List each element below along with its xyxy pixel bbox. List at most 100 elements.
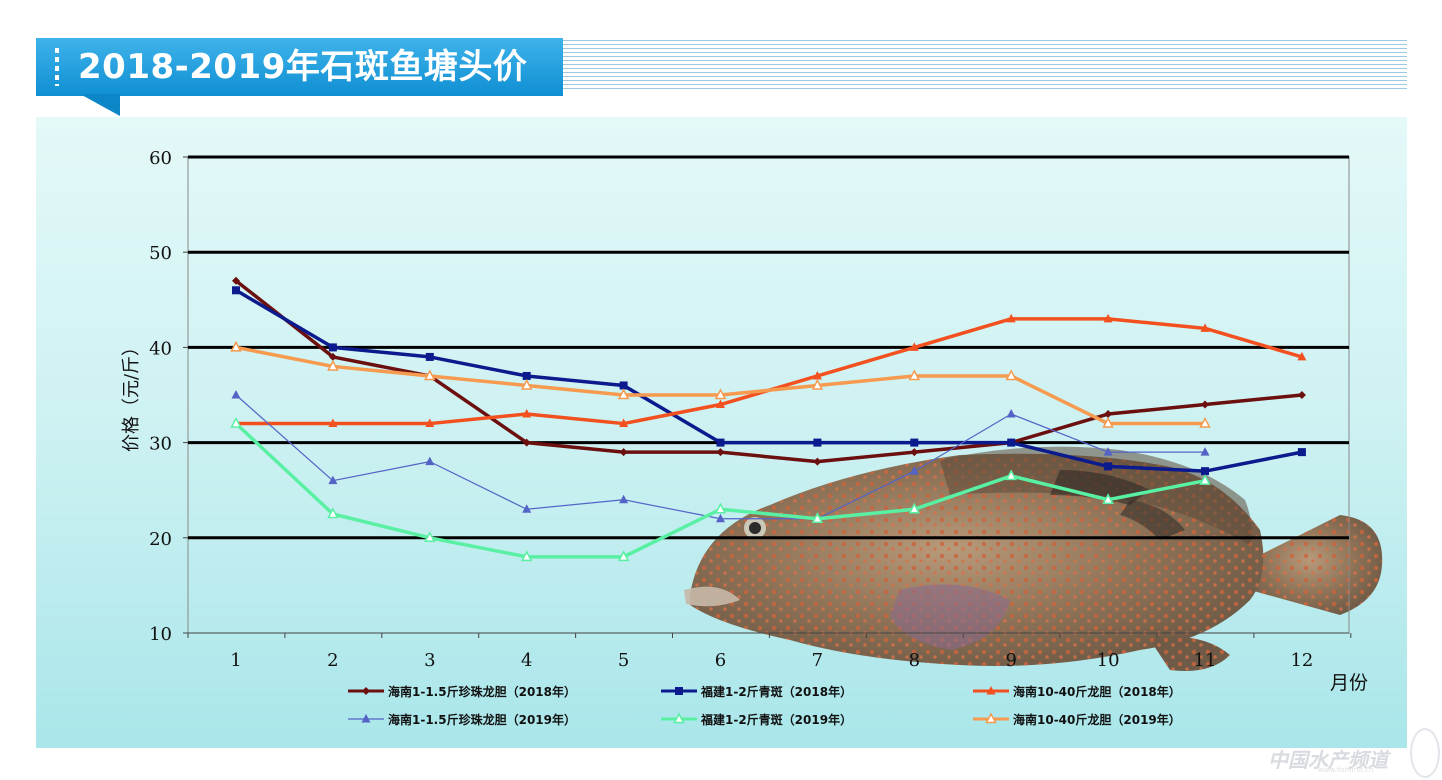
data-point [1201,467,1209,476]
data-point [1007,438,1016,447]
data-point [1102,416,1114,428]
title-banner-tail [80,94,120,116]
data-point [813,438,822,447]
data-point [714,502,727,514]
data-point [327,359,339,371]
x-tick-label: 11 [1194,650,1217,671]
data-point [230,416,242,428]
legend-item: 福建1-2斤青斑（2019年） [661,712,852,727]
y-tick-label: 50 [149,243,172,264]
y-axis-label: 价格（元/斤） [121,338,142,452]
data-point [522,504,532,513]
y-tick-label: 20 [149,529,172,550]
data-point [424,369,436,381]
data-point [328,343,337,352]
data-point [522,438,531,447]
series-line [235,345,1205,426]
x-tick-label: 12 [1290,650,1313,671]
data-point [909,342,919,351]
watermark-url: www.fishfirst.cn [1318,766,1374,774]
data-point [522,371,531,380]
data-point [910,448,919,457]
data-point [522,409,532,418]
data-point [425,352,434,361]
data-point [617,550,630,562]
legend-label: 福建1-2斤青斑（2019年） [700,712,852,727]
legend-item: 海南10-40斤龙胆（2018年） [973,684,1181,699]
data-point [909,466,919,475]
data-point [811,512,824,524]
y-tick-label: 60 [149,148,172,169]
data-point [811,378,824,390]
data-point [1102,493,1114,504]
x-tick-label: 6 [715,650,726,671]
header-stripes [555,40,1407,92]
legend-label: 海南10-40斤龙胆（2019年） [1013,712,1181,727]
title-banner [36,38,563,96]
data-point [1201,400,1209,409]
legend-label: 海南1-1.5斤珍珠龙胆（2018年） [388,684,576,699]
data-point [231,390,241,399]
data-point [716,399,725,409]
x-tick-label: 2 [327,650,338,671]
x-tick-label: 3 [424,650,435,671]
x-tick-label: 5 [618,650,629,671]
data-point [716,513,725,523]
data-point [1200,447,1210,456]
series-2 [232,286,1306,476]
watermark-logo-text: 中国水产频道 [1268,748,1388,772]
x-tick-label: 1 [230,650,241,671]
data-point [1104,462,1113,471]
legend-label: 福建1-2斤青斑（2018年） [700,684,852,699]
x-tick-label: 7 [812,650,823,671]
legend-marker [361,714,371,723]
data-point [1006,313,1016,323]
data-point [619,418,629,428]
data-point [328,352,337,361]
data-point [424,531,436,543]
data-point [1005,469,1017,481]
y-tick-label: 10 [149,624,172,645]
title-dash-marker [55,48,59,86]
legend-item: 海南1-1.5斤珍珠龙胆（2018年） [348,684,576,699]
data-point [617,388,630,400]
data-point [716,448,725,457]
data-point [619,494,629,504]
data-point [328,475,338,485]
data-point [328,418,338,428]
x-tick-label: 4 [521,650,532,671]
legend-item: 海南1-1.5斤珍珠龙胆（2019年） [348,712,576,727]
x-tick-label: 8 [909,650,920,671]
data-point [520,550,533,562]
data-point [425,418,435,428]
data-point [232,286,240,295]
data-point [714,388,727,400]
data-point [1103,313,1113,323]
series-4 [231,390,1210,523]
data-point [908,502,921,514]
y-tick-label: 30 [149,434,172,455]
legend-label: 海南10-40斤龙胆（2018年） [1013,684,1181,699]
series-5 [230,416,1211,562]
x-tick-label: 10 [1097,650,1120,671]
series-line [235,288,1303,473]
watermark-globe-icon [1410,728,1440,778]
data-point [1199,474,1211,485]
data-point [619,448,628,457]
data-point [910,438,919,447]
page-title: 2018-2019年石斑鱼塘头价 [78,47,528,87]
data-point [908,369,921,381]
legend-label: 海南1-1.5斤珍珠龙胆（2019年） [388,712,576,727]
y-tick-label: 40 [149,338,172,359]
legend-marker [986,686,996,695]
legend-marker [985,712,997,724]
data-point [716,438,725,447]
data-point [812,370,822,380]
data-point [1297,448,1306,457]
data-point [1103,447,1113,456]
legend-marker [362,687,370,695]
data-point [1006,409,1016,418]
series-6 [230,340,1211,428]
legend-item: 福建1-2斤青斑（2018年） [661,684,852,699]
